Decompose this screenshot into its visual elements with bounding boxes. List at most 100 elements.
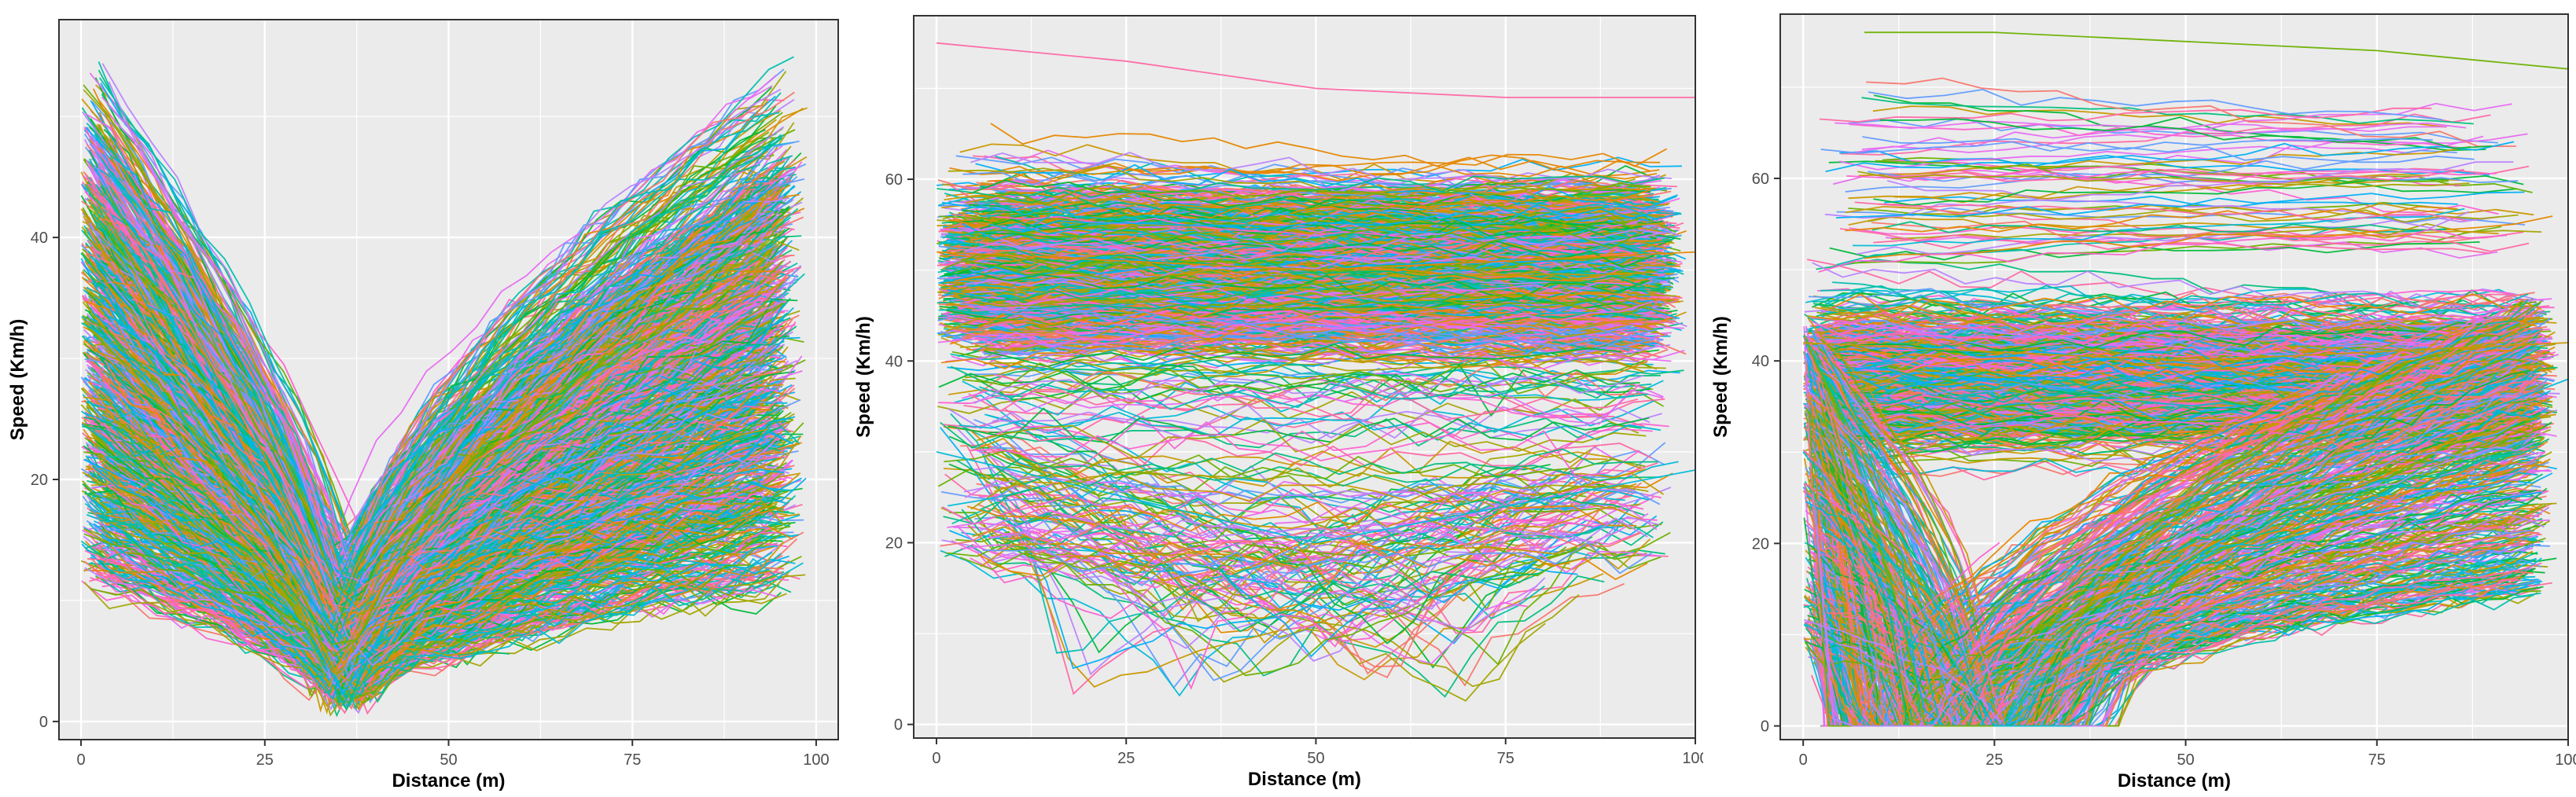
series-line bbox=[995, 175, 1665, 198]
series-line bbox=[979, 467, 1649, 496]
series-line bbox=[1828, 330, 2534, 356]
x-tick-label: 100 bbox=[1682, 750, 1703, 767]
series-line bbox=[959, 411, 1662, 441]
series-line bbox=[985, 169, 1656, 194]
series-line bbox=[987, 481, 1573, 689]
series-line bbox=[990, 123, 1661, 171]
series-line bbox=[997, 491, 1662, 642]
series-line bbox=[1845, 149, 2457, 193]
x-tick-label: 100 bbox=[803, 751, 829, 769]
series-line bbox=[82, 314, 609, 645]
series-line bbox=[101, 138, 703, 657]
series-line bbox=[1805, 483, 2542, 727]
series-line bbox=[981, 181, 1651, 206]
series-line bbox=[1818, 395, 2535, 727]
series-line bbox=[1812, 299, 2530, 727]
series-line bbox=[1873, 94, 2486, 152]
series-line bbox=[948, 163, 1650, 203]
series-line bbox=[1830, 292, 2534, 318]
x-tick-label: 50 bbox=[2177, 751, 2194, 769]
series-line bbox=[938, 239, 1672, 284]
series-line bbox=[109, 281, 485, 618]
y-tick-label: 0 bbox=[894, 717, 903, 734]
x-tick-label: 0 bbox=[1799, 751, 1808, 769]
series-line bbox=[988, 431, 1547, 645]
series-line bbox=[1868, 88, 2442, 121]
series-line bbox=[1845, 202, 2534, 216]
series-line bbox=[984, 300, 1655, 348]
series-line bbox=[984, 308, 1654, 347]
series-line bbox=[85, 127, 761, 589]
series-line bbox=[81, 138, 782, 645]
y-tick-label: 20 bbox=[1752, 535, 1769, 553]
series-line bbox=[1802, 361, 2520, 727]
series-line bbox=[1829, 241, 2480, 261]
series-line bbox=[983, 415, 1653, 454]
series-line bbox=[1875, 160, 2449, 183]
series-line bbox=[95, 168, 772, 581]
series-line bbox=[956, 448, 1658, 480]
y-axis-title: Speed (Km/h) bbox=[7, 319, 28, 441]
series-line bbox=[83, 384, 784, 688]
series-line bbox=[1858, 145, 2471, 177]
series-line bbox=[967, 218, 1638, 246]
series-line bbox=[982, 542, 1652, 586]
series-line bbox=[948, 156, 1682, 190]
series-line bbox=[946, 297, 1648, 321]
series-line bbox=[1857, 171, 2470, 189]
series-group bbox=[1802, 31, 2568, 728]
series-line bbox=[1817, 322, 2535, 728]
x-tick-label: 50 bbox=[440, 751, 457, 769]
chart-panel-1: 0 25 50 75 100 0 20 40 Distance (m) Speed (Km/h) bbox=[0, 0, 846, 797]
series-line bbox=[92, 384, 694, 696]
series-line bbox=[973, 374, 1644, 405]
series-line bbox=[994, 286, 1664, 323]
series-group bbox=[80, 56, 808, 718]
series-line bbox=[995, 249, 1633, 283]
series-line bbox=[1821, 408, 2539, 727]
series-line bbox=[944, 450, 1646, 479]
series-line bbox=[109, 315, 785, 612]
series-line bbox=[1849, 225, 2423, 237]
series-line bbox=[1816, 368, 2553, 727]
series-line bbox=[1806, 384, 2544, 727]
series-line bbox=[967, 282, 1638, 320]
series-line bbox=[949, 154, 1651, 185]
series-line bbox=[979, 383, 1649, 410]
series-line bbox=[1806, 395, 2524, 727]
series-line bbox=[961, 497, 1625, 613]
series-line bbox=[964, 367, 1635, 391]
series-line bbox=[94, 261, 771, 626]
series-line bbox=[97, 281, 798, 603]
series-line bbox=[965, 148, 1668, 187]
series-line bbox=[965, 229, 1667, 287]
series-line bbox=[105, 282, 782, 626]
y-tick-label: 60 bbox=[1752, 171, 1769, 188]
series-line bbox=[973, 225, 1643, 249]
series-line bbox=[970, 152, 1672, 182]
series-line bbox=[1866, 77, 2517, 148]
y-tick-label: 40 bbox=[885, 353, 903, 370]
chart-panel-3: 0 25 50 75 100 0 20 40 60 Distance (m) Speed (Km/h… bbox=[1703, 0, 2576, 797]
series-line bbox=[982, 435, 1652, 470]
series-line bbox=[225, 454, 551, 631]
series-line bbox=[94, 384, 795, 653]
series-line bbox=[106, 439, 782, 700]
x-tick-label: 25 bbox=[256, 751, 274, 769]
series-line bbox=[90, 255, 791, 641]
series-line bbox=[954, 394, 1619, 601]
chart-2-svg: 0 25 50 75 100 0 20 40 60 Distance (m) Speed (Km/h… bbox=[853, 15, 1703, 790]
series-line bbox=[989, 297, 1660, 327]
series-line bbox=[85, 113, 761, 582]
series-line bbox=[1862, 136, 2475, 163]
series-line bbox=[950, 287, 1652, 307]
series-line bbox=[1824, 345, 2529, 369]
series-line bbox=[1838, 133, 2528, 171]
series-line bbox=[977, 290, 1680, 329]
series-line bbox=[993, 206, 1632, 226]
series-line bbox=[1812, 427, 2549, 727]
series-line bbox=[104, 359, 780, 610]
series-line bbox=[1821, 435, 2539, 727]
series-line bbox=[1828, 160, 2518, 194]
series-line bbox=[1839, 150, 2490, 176]
